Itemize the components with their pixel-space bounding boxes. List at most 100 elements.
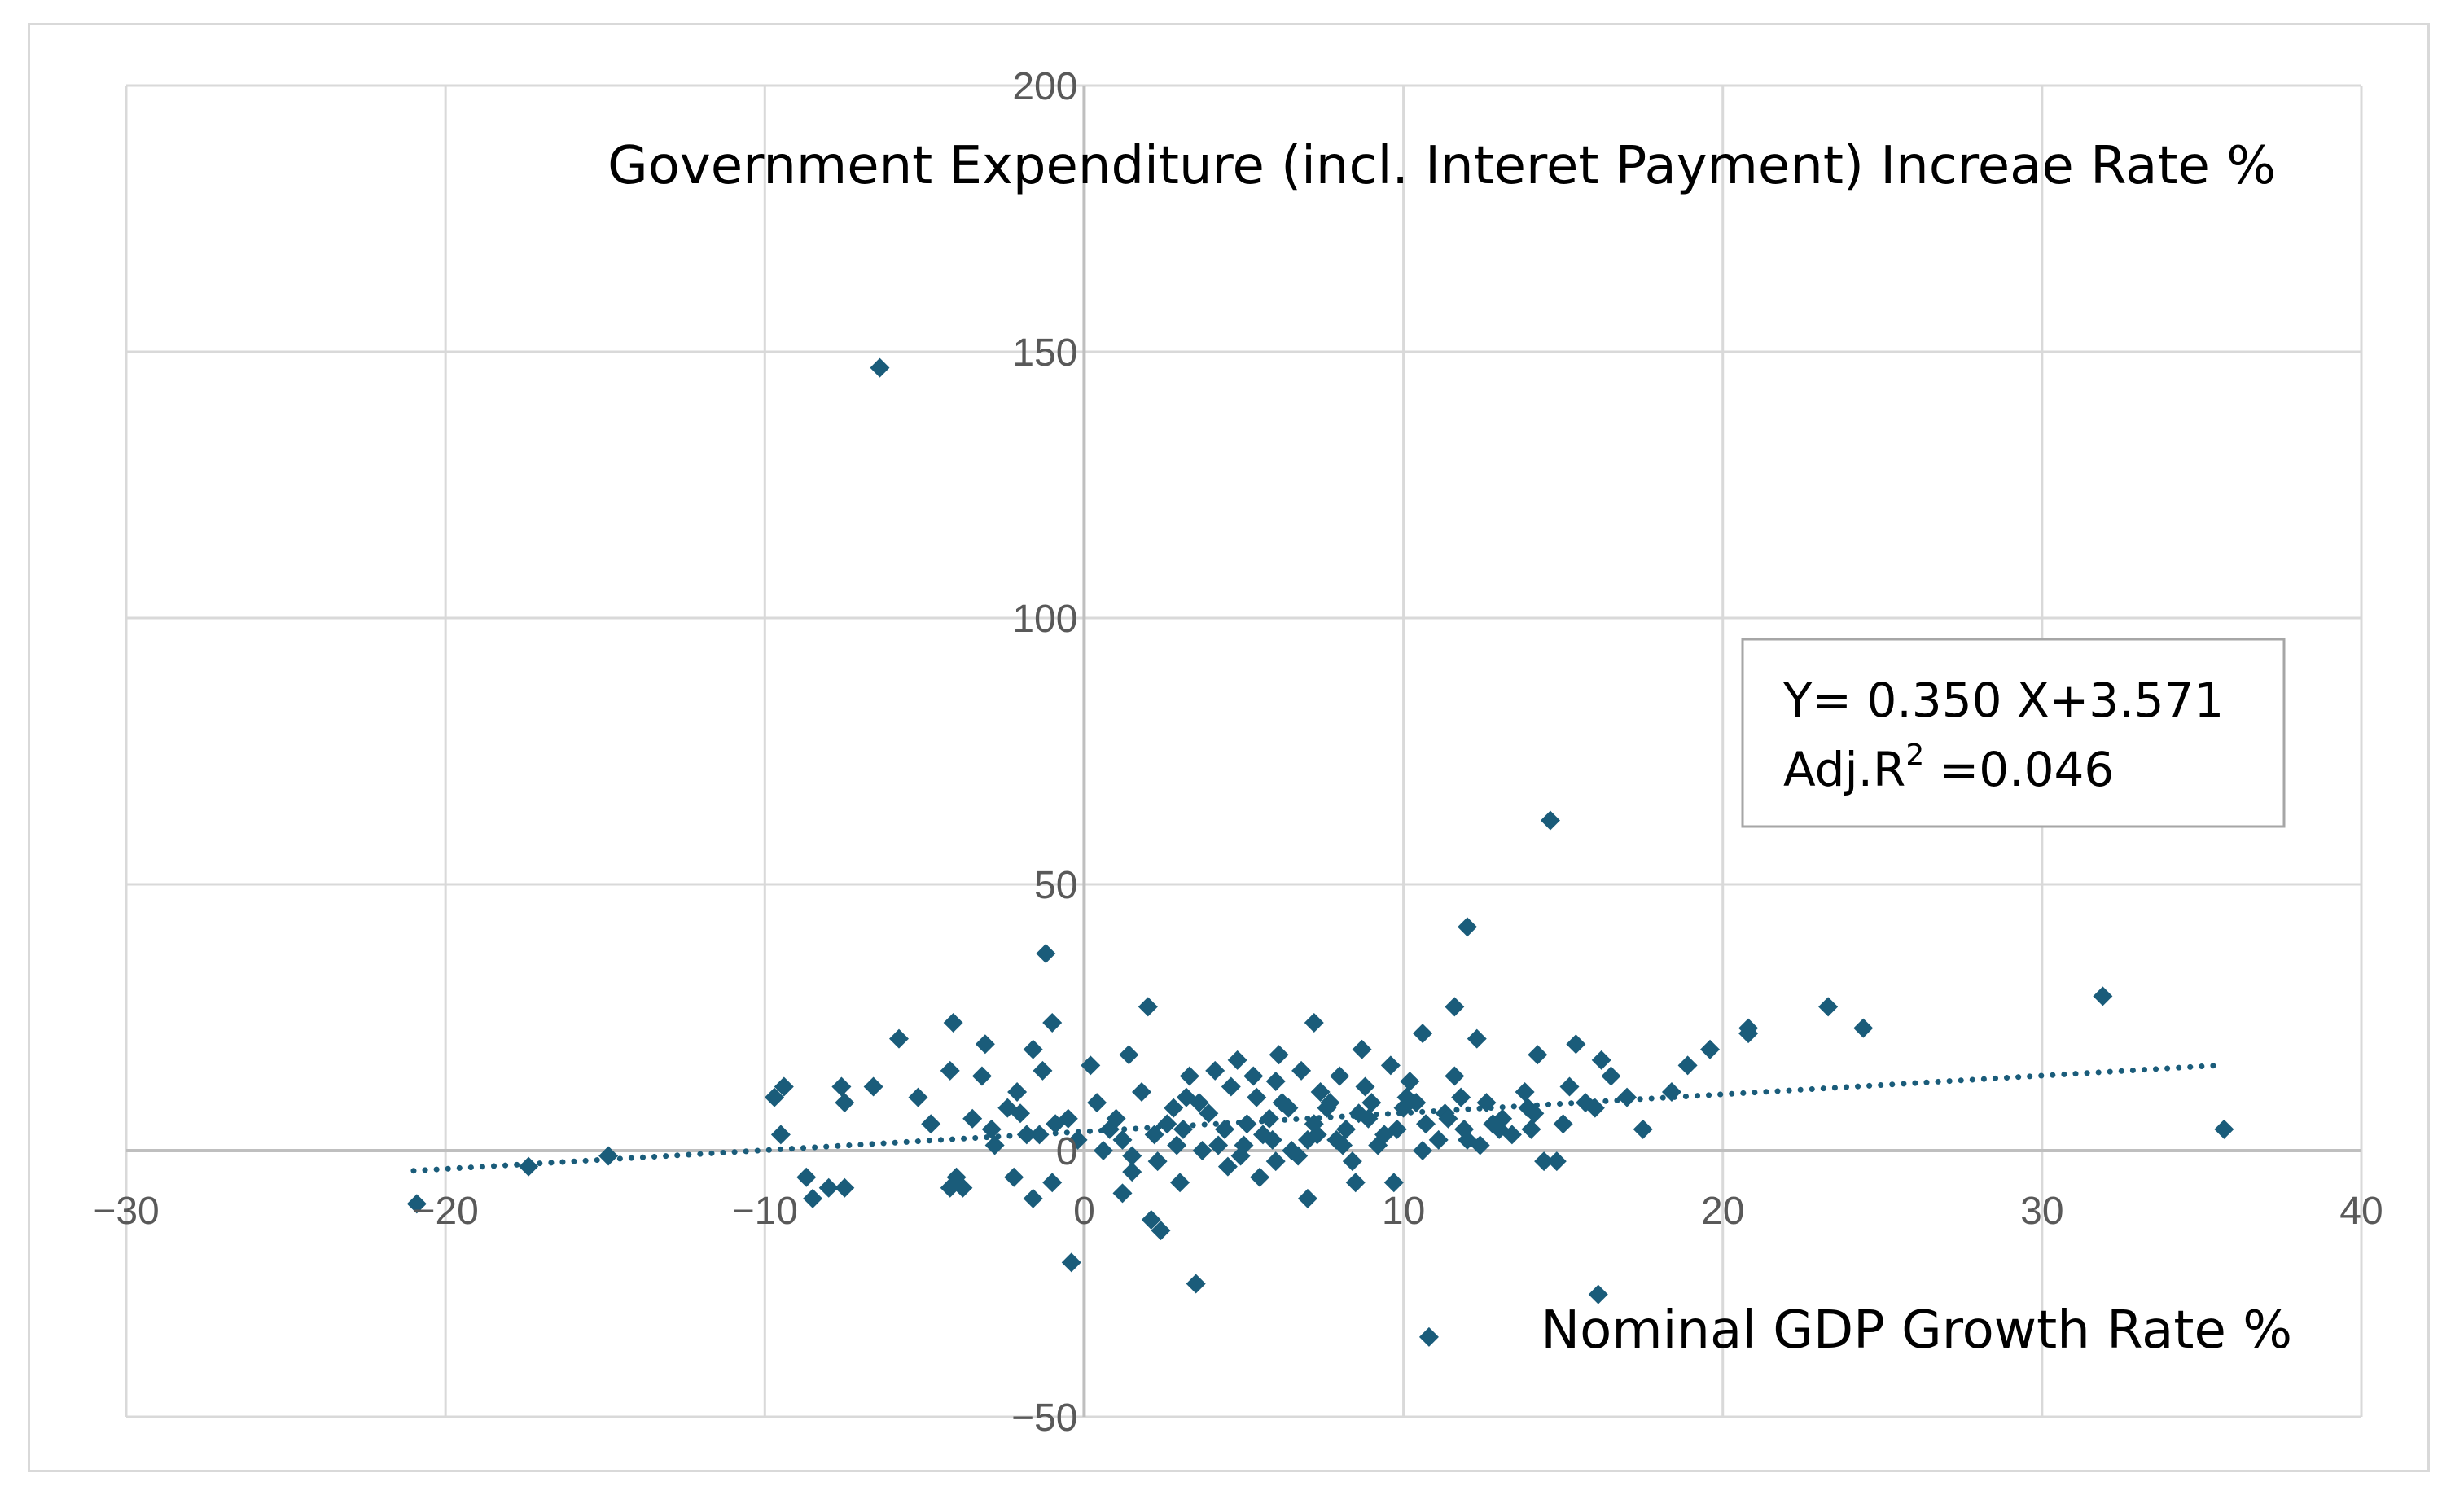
data-point: [835, 1177, 855, 1198]
y-tick-label: 100: [1012, 598, 1077, 641]
data-point: [1345, 1173, 1366, 1193]
annotation-r-value: =0.046: [1924, 742, 2114, 797]
data-point: [1400, 1071, 1420, 1091]
data-point: [1540, 810, 1560, 831]
data-point: [598, 1146, 619, 1166]
data-point: [1700, 1039, 1721, 1059]
data-point: [1042, 1013, 1063, 1033]
data-point: [1262, 1129, 1282, 1150]
data-point: [1023, 1188, 1043, 1208]
data-point: [1818, 997, 1839, 1017]
data-point: [1387, 1119, 1407, 1139]
data-point: [1112, 1183, 1133, 1204]
data-point: [1265, 1151, 1286, 1172]
y-tick-label: 50: [1034, 864, 1077, 907]
data-point: [1515, 1082, 1535, 1103]
data-point: [1023, 1039, 1043, 1059]
data-point: [1179, 1066, 1199, 1086]
trendline: [410, 1062, 2221, 1174]
data-point: [888, 1028, 909, 1049]
data-point: [1259, 1108, 1279, 1129]
data-point: [1438, 1108, 1458, 1129]
data-point: [943, 1013, 963, 1033]
data-point: [519, 1156, 539, 1177]
data-point: [1042, 1173, 1063, 1193]
data-point: [908, 1087, 928, 1107]
data-point: [1272, 1093, 1292, 1113]
data-point: [1534, 1151, 1554, 1172]
data-point: [1406, 1093, 1427, 1113]
x-tick-label: −20: [412, 1190, 478, 1233]
annotation-box: [1741, 638, 2286, 828]
data-point: [1458, 917, 1477, 937]
data-point: [1167, 1135, 1187, 1155]
data-point: [1361, 1093, 1382, 1113]
data-point: [1011, 1103, 1030, 1124]
regression-annotation: Y= 0.350 X+3.571 Adj.R2 =0.046: [1741, 638, 2286, 828]
data-point: [1250, 1167, 1270, 1187]
data-point: [870, 357, 890, 378]
data-point: [1348, 1103, 1369, 1124]
data-point: [1677, 1055, 1698, 1076]
data-point: [1307, 1125, 1327, 1145]
data-point: [1566, 1034, 1586, 1055]
data-point: [1217, 1156, 1238, 1177]
data-point: [1521, 1119, 1541, 1139]
data-point: [1237, 1114, 1257, 1134]
x-tick-label: 10: [1382, 1190, 1425, 1233]
data-point: [1265, 1071, 1286, 1091]
data-point: [1591, 1050, 1611, 1070]
x-axis-title: Nominal GDP Growth Rate %: [1541, 1300, 2292, 1361]
data-point: [1383, 1173, 1404, 1193]
data-point: [1559, 1076, 1580, 1097]
data-point: [1451, 1087, 1471, 1107]
x-tick-label: 30: [2020, 1190, 2063, 1233]
data-point: [1428, 1129, 1449, 1150]
data-point: [1138, 997, 1158, 1017]
data-point: [1330, 1066, 1350, 1086]
data-point: [1853, 1018, 1874, 1038]
data-point: [1186, 1274, 1206, 1294]
data-point: [1033, 1060, 1053, 1081]
data-point: [1413, 1024, 1433, 1044]
data-point: [1093, 1141, 1113, 1160]
x-tick-label: −10: [732, 1190, 798, 1233]
data-point: [953, 1177, 973, 1198]
data-point: [1333, 1135, 1353, 1155]
data-point: [1214, 1119, 1234, 1139]
data-point: [1122, 1146, 1142, 1166]
data-point: [1335, 1119, 1356, 1139]
data-point: [1016, 1125, 1037, 1145]
data-point: [1170, 1173, 1190, 1193]
data-point: [1738, 1024, 1759, 1044]
data-point: [1141, 1210, 1161, 1230]
data-point: [770, 1125, 791, 1145]
annotation-r-prefix: Adj.R: [1783, 742, 1905, 797]
x-tick-label: 20: [1701, 1190, 1744, 1233]
data-point: [1445, 997, 1465, 1017]
y-axis-title: Government Expenditure (incl. Interet Pa…: [607, 136, 2276, 196]
y-tick-label: 200: [1012, 65, 1077, 108]
data-point: [1199, 1103, 1219, 1124]
data-point: [1205, 1060, 1225, 1081]
x-tick-label: 40: [2339, 1190, 2383, 1233]
data-point: [1291, 1060, 1312, 1081]
data-point: [1192, 1141, 1212, 1160]
data-point: [1061, 1252, 1081, 1273]
data-point: [1106, 1108, 1126, 1129]
data-point: [1269, 1045, 1289, 1065]
x-tick-label: −30: [93, 1190, 159, 1233]
data-point: [1208, 1135, 1229, 1155]
data-point: [1132, 1082, 1152, 1103]
data-point: [1036, 944, 1056, 964]
data-point: [1661, 1082, 1681, 1103]
data-point: [1304, 1013, 1324, 1033]
data-point: [1247, 1087, 1267, 1107]
annotation-equation: Y= 0.350 X+3.571: [1782, 673, 2224, 728]
data-point: [796, 1167, 817, 1187]
data-point: [1173, 1119, 1193, 1139]
data-point: [1004, 1167, 1024, 1187]
trendline-layer: [410, 1062, 2221, 1174]
data-point: [1243, 1066, 1264, 1086]
